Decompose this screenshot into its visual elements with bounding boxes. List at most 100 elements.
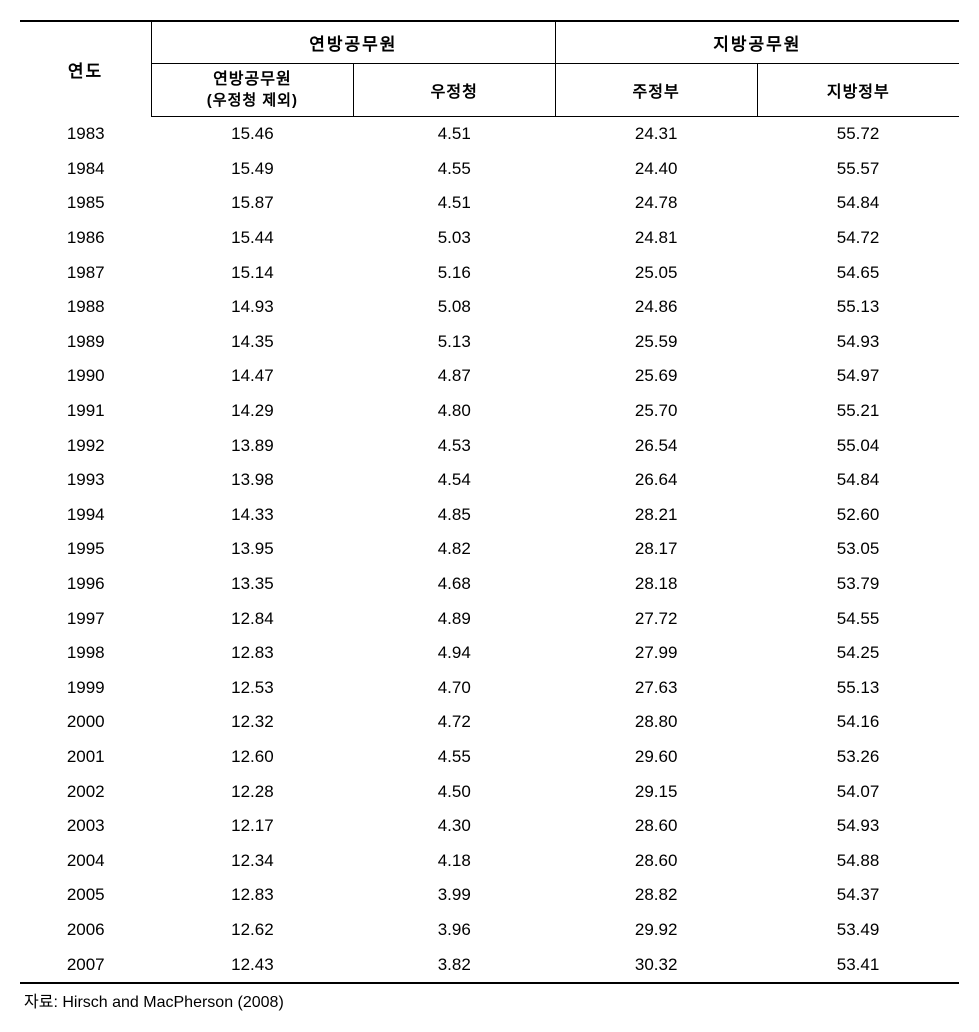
cell-state: 28.21 bbox=[555, 498, 757, 533]
cell-federal: 15.49 bbox=[151, 152, 353, 187]
table-row: 198515.874.5124.7854.84 bbox=[20, 186, 959, 221]
header-state: 주정부 bbox=[555, 64, 757, 117]
table-row: 198914.355.1325.5954.93 bbox=[20, 325, 959, 360]
cell-postal: 5.08 bbox=[353, 290, 555, 325]
table-row: 200412.344.1828.6054.88 bbox=[20, 844, 959, 879]
cell-postal: 4.82 bbox=[353, 532, 555, 567]
header-local: 지방정부 bbox=[757, 64, 959, 117]
cell-federal: 12.34 bbox=[151, 844, 353, 879]
cell-state: 29.15 bbox=[555, 775, 757, 810]
cell-local: 54.16 bbox=[757, 705, 959, 740]
cell-local: 53.79 bbox=[757, 567, 959, 602]
table-row: 200312.174.3028.6054.93 bbox=[20, 809, 959, 844]
cell-postal: 4.70 bbox=[353, 671, 555, 706]
cell-year: 2003 bbox=[20, 809, 151, 844]
table-row: 200212.284.5029.1554.07 bbox=[20, 775, 959, 810]
cell-federal: 15.14 bbox=[151, 256, 353, 291]
cell-local: 54.93 bbox=[757, 809, 959, 844]
cell-postal: 4.72 bbox=[353, 705, 555, 740]
cell-local: 54.88 bbox=[757, 844, 959, 879]
table-row: 198315.464.5124.3155.72 bbox=[20, 117, 959, 152]
cell-local: 54.84 bbox=[757, 463, 959, 498]
table-row: 199213.894.5326.5455.04 bbox=[20, 429, 959, 464]
cell-state: 24.86 bbox=[555, 290, 757, 325]
table-row: 199114.294.8025.7055.21 bbox=[20, 394, 959, 429]
cell-postal: 4.87 bbox=[353, 359, 555, 394]
cell-year: 2001 bbox=[20, 740, 151, 775]
cell-federal: 13.89 bbox=[151, 429, 353, 464]
cell-year: 2007 bbox=[20, 948, 151, 984]
cell-federal: 14.33 bbox=[151, 498, 353, 533]
cell-postal: 5.16 bbox=[353, 256, 555, 291]
table-row: 199712.844.8927.7254.55 bbox=[20, 602, 959, 637]
cell-local: 54.93 bbox=[757, 325, 959, 360]
cell-year: 1997 bbox=[20, 602, 151, 637]
cell-local: 54.65 bbox=[757, 256, 959, 291]
cell-postal: 4.50 bbox=[353, 775, 555, 810]
cell-local: 55.04 bbox=[757, 429, 959, 464]
table-row: 198415.494.5524.4055.57 bbox=[20, 152, 959, 187]
cell-year: 1994 bbox=[20, 498, 151, 533]
cell-postal: 4.54 bbox=[353, 463, 555, 498]
cell-federal: 13.95 bbox=[151, 532, 353, 567]
cell-local: 54.72 bbox=[757, 221, 959, 256]
table-body: 198315.464.5124.3155.72198415.494.5524.4… bbox=[20, 117, 959, 983]
cell-state: 28.60 bbox=[555, 809, 757, 844]
cell-state: 26.54 bbox=[555, 429, 757, 464]
cell-postal: 3.96 bbox=[353, 913, 555, 948]
cell-year: 1996 bbox=[20, 567, 151, 602]
table-row: 200512.833.9928.8254.37 bbox=[20, 878, 959, 913]
cell-federal: 12.83 bbox=[151, 878, 353, 913]
table-row: 199613.354.6828.1853.79 bbox=[20, 567, 959, 602]
cell-year: 1999 bbox=[20, 671, 151, 706]
cell-postal: 4.80 bbox=[353, 394, 555, 429]
header-fed-line1: 연방공무원 bbox=[156, 70, 349, 91]
cell-postal: 4.51 bbox=[353, 117, 555, 152]
cell-federal: 12.62 bbox=[151, 913, 353, 948]
cell-year: 1986 bbox=[20, 221, 151, 256]
table-row: 200712.433.8230.3253.41 bbox=[20, 948, 959, 984]
cell-state: 27.72 bbox=[555, 602, 757, 637]
cell-state: 28.82 bbox=[555, 878, 757, 913]
source-citation: 자료: Hirsch and MacPherson (2008) bbox=[20, 988, 959, 1012]
cell-state: 28.60 bbox=[555, 844, 757, 879]
data-table: 연도 연방공무원 지방공무원 연방공무원 (우정청 제외) 우정청 주정부 지방… bbox=[20, 20, 959, 984]
cell-federal: 12.84 bbox=[151, 602, 353, 637]
cell-state: 25.69 bbox=[555, 359, 757, 394]
cell-year: 2004 bbox=[20, 844, 151, 879]
cell-year: 1991 bbox=[20, 394, 151, 429]
table-row: 199513.954.8228.1753.05 bbox=[20, 532, 959, 567]
cell-local: 52.60 bbox=[757, 498, 959, 533]
cell-state: 29.92 bbox=[555, 913, 757, 948]
cell-federal: 13.98 bbox=[151, 463, 353, 498]
header-federal-group: 연방공무원 bbox=[151, 21, 555, 64]
table-row: 199414.334.8528.2152.60 bbox=[20, 498, 959, 533]
cell-federal: 12.83 bbox=[151, 636, 353, 671]
cell-local: 55.21 bbox=[757, 394, 959, 429]
cell-local: 54.97 bbox=[757, 359, 959, 394]
cell-postal: 3.82 bbox=[353, 948, 555, 984]
cell-year: 1983 bbox=[20, 117, 151, 152]
cell-postal: 4.89 bbox=[353, 602, 555, 637]
cell-postal: 4.53 bbox=[353, 429, 555, 464]
cell-federal: 12.53 bbox=[151, 671, 353, 706]
table-row: 198715.145.1625.0554.65 bbox=[20, 256, 959, 291]
cell-postal: 4.30 bbox=[353, 809, 555, 844]
table-row: 199014.474.8725.6954.97 bbox=[20, 359, 959, 394]
cell-local: 55.13 bbox=[757, 671, 959, 706]
cell-federal: 15.46 bbox=[151, 117, 353, 152]
header-fed-line2: (우정청 제외) bbox=[156, 91, 349, 111]
cell-state: 28.80 bbox=[555, 705, 757, 740]
cell-local: 55.57 bbox=[757, 152, 959, 187]
table-row: 200612.623.9629.9253.49 bbox=[20, 913, 959, 948]
cell-year: 1985 bbox=[20, 186, 151, 221]
cell-federal: 15.44 bbox=[151, 221, 353, 256]
cell-state: 25.05 bbox=[555, 256, 757, 291]
cell-state: 24.40 bbox=[555, 152, 757, 187]
cell-year: 1988 bbox=[20, 290, 151, 325]
table-row: 200012.324.7228.8054.16 bbox=[20, 705, 959, 740]
table-row: 199313.984.5426.6454.84 bbox=[20, 463, 959, 498]
cell-postal: 4.18 bbox=[353, 844, 555, 879]
cell-state: 27.63 bbox=[555, 671, 757, 706]
table-row: 199812.834.9427.9954.25 bbox=[20, 636, 959, 671]
